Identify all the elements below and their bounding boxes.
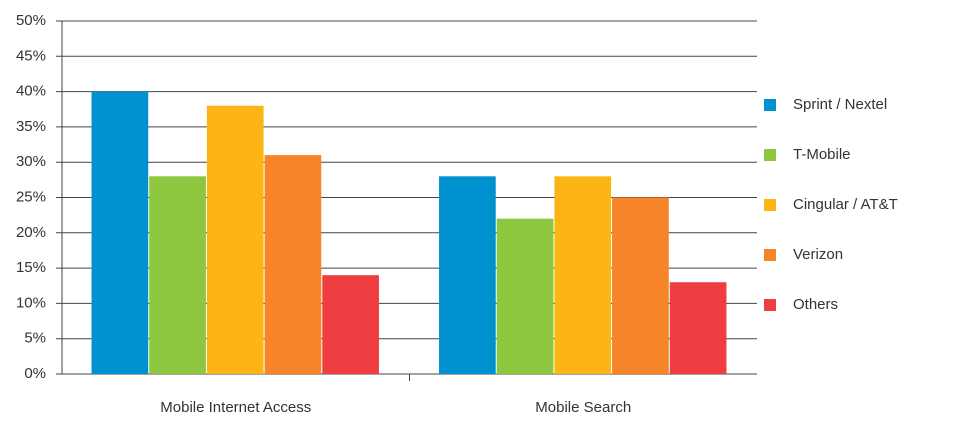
y-tick-label: 35% bbox=[16, 118, 46, 135]
legend-swatch bbox=[764, 249, 776, 261]
bar bbox=[669, 282, 727, 374]
legend-swatch bbox=[764, 299, 776, 311]
bar bbox=[149, 176, 206, 374]
bar bbox=[206, 105, 264, 374]
bar bbox=[264, 155, 322, 374]
y-tick-label: 10% bbox=[16, 294, 46, 311]
y-tick-label: 0% bbox=[24, 365, 46, 382]
legend-label: Others bbox=[793, 296, 838, 313]
x-tick-label: Mobile Internet Access bbox=[160, 399, 311, 416]
legend-swatch bbox=[764, 149, 776, 161]
y-tick-label: 50% bbox=[16, 12, 46, 29]
y-tick-label: 25% bbox=[16, 188, 46, 205]
bar bbox=[612, 197, 669, 374]
y-tick-label: 5% bbox=[24, 330, 46, 347]
bar bbox=[554, 176, 612, 374]
y-tick-label: 15% bbox=[16, 259, 46, 276]
y-tick-label: 30% bbox=[16, 153, 46, 170]
bar bbox=[322, 275, 379, 374]
legend-label: Cingular / AT&T bbox=[793, 196, 898, 213]
bar bbox=[439, 176, 496, 374]
y-tick-label: 40% bbox=[16, 83, 46, 100]
x-tick-label: Mobile Search bbox=[535, 399, 631, 416]
legend-label: Sprint / Nextel bbox=[793, 96, 887, 113]
legend-label: Verizon bbox=[793, 246, 843, 263]
y-tick-label: 20% bbox=[16, 224, 46, 241]
bar bbox=[91, 91, 149, 374]
legend-swatch bbox=[764, 99, 776, 111]
y-tick-label: 45% bbox=[16, 47, 46, 64]
legend-label: T-Mobile bbox=[793, 146, 851, 163]
bar bbox=[496, 218, 554, 374]
legend-swatch bbox=[764, 199, 776, 211]
